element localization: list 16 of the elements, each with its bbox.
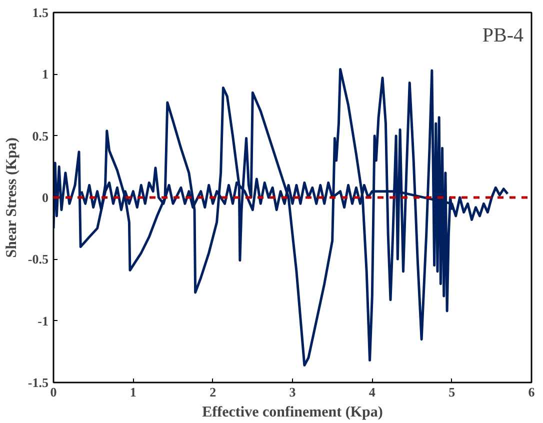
x-tick-label: 4	[368, 384, 376, 400]
annotation: PB-4	[482, 24, 524, 46]
y-tick-label: 0.5	[32, 128, 49, 144]
y-axis-title: Shear Stress (Kpa)	[4, 137, 20, 258]
y-tick-label: -0.5	[28, 252, 49, 267]
y-tick-label: -1	[38, 313, 49, 328]
x-axis-title: Effective confinement (Kpa)	[202, 404, 383, 420]
y-tick-label: 1	[42, 66, 48, 82]
x-tick-label: 2	[210, 384, 216, 400]
x-tick-label: 1	[130, 384, 136, 400]
y-tick-label: 0	[42, 190, 48, 205]
y-tick-label: -1.5	[28, 375, 49, 390]
y-tick-label: 1.5	[32, 5, 49, 20]
x-tick-label: 5	[448, 384, 456, 400]
x-tick-label: 6	[528, 384, 536, 400]
x-tick-label: 3	[289, 384, 296, 400]
